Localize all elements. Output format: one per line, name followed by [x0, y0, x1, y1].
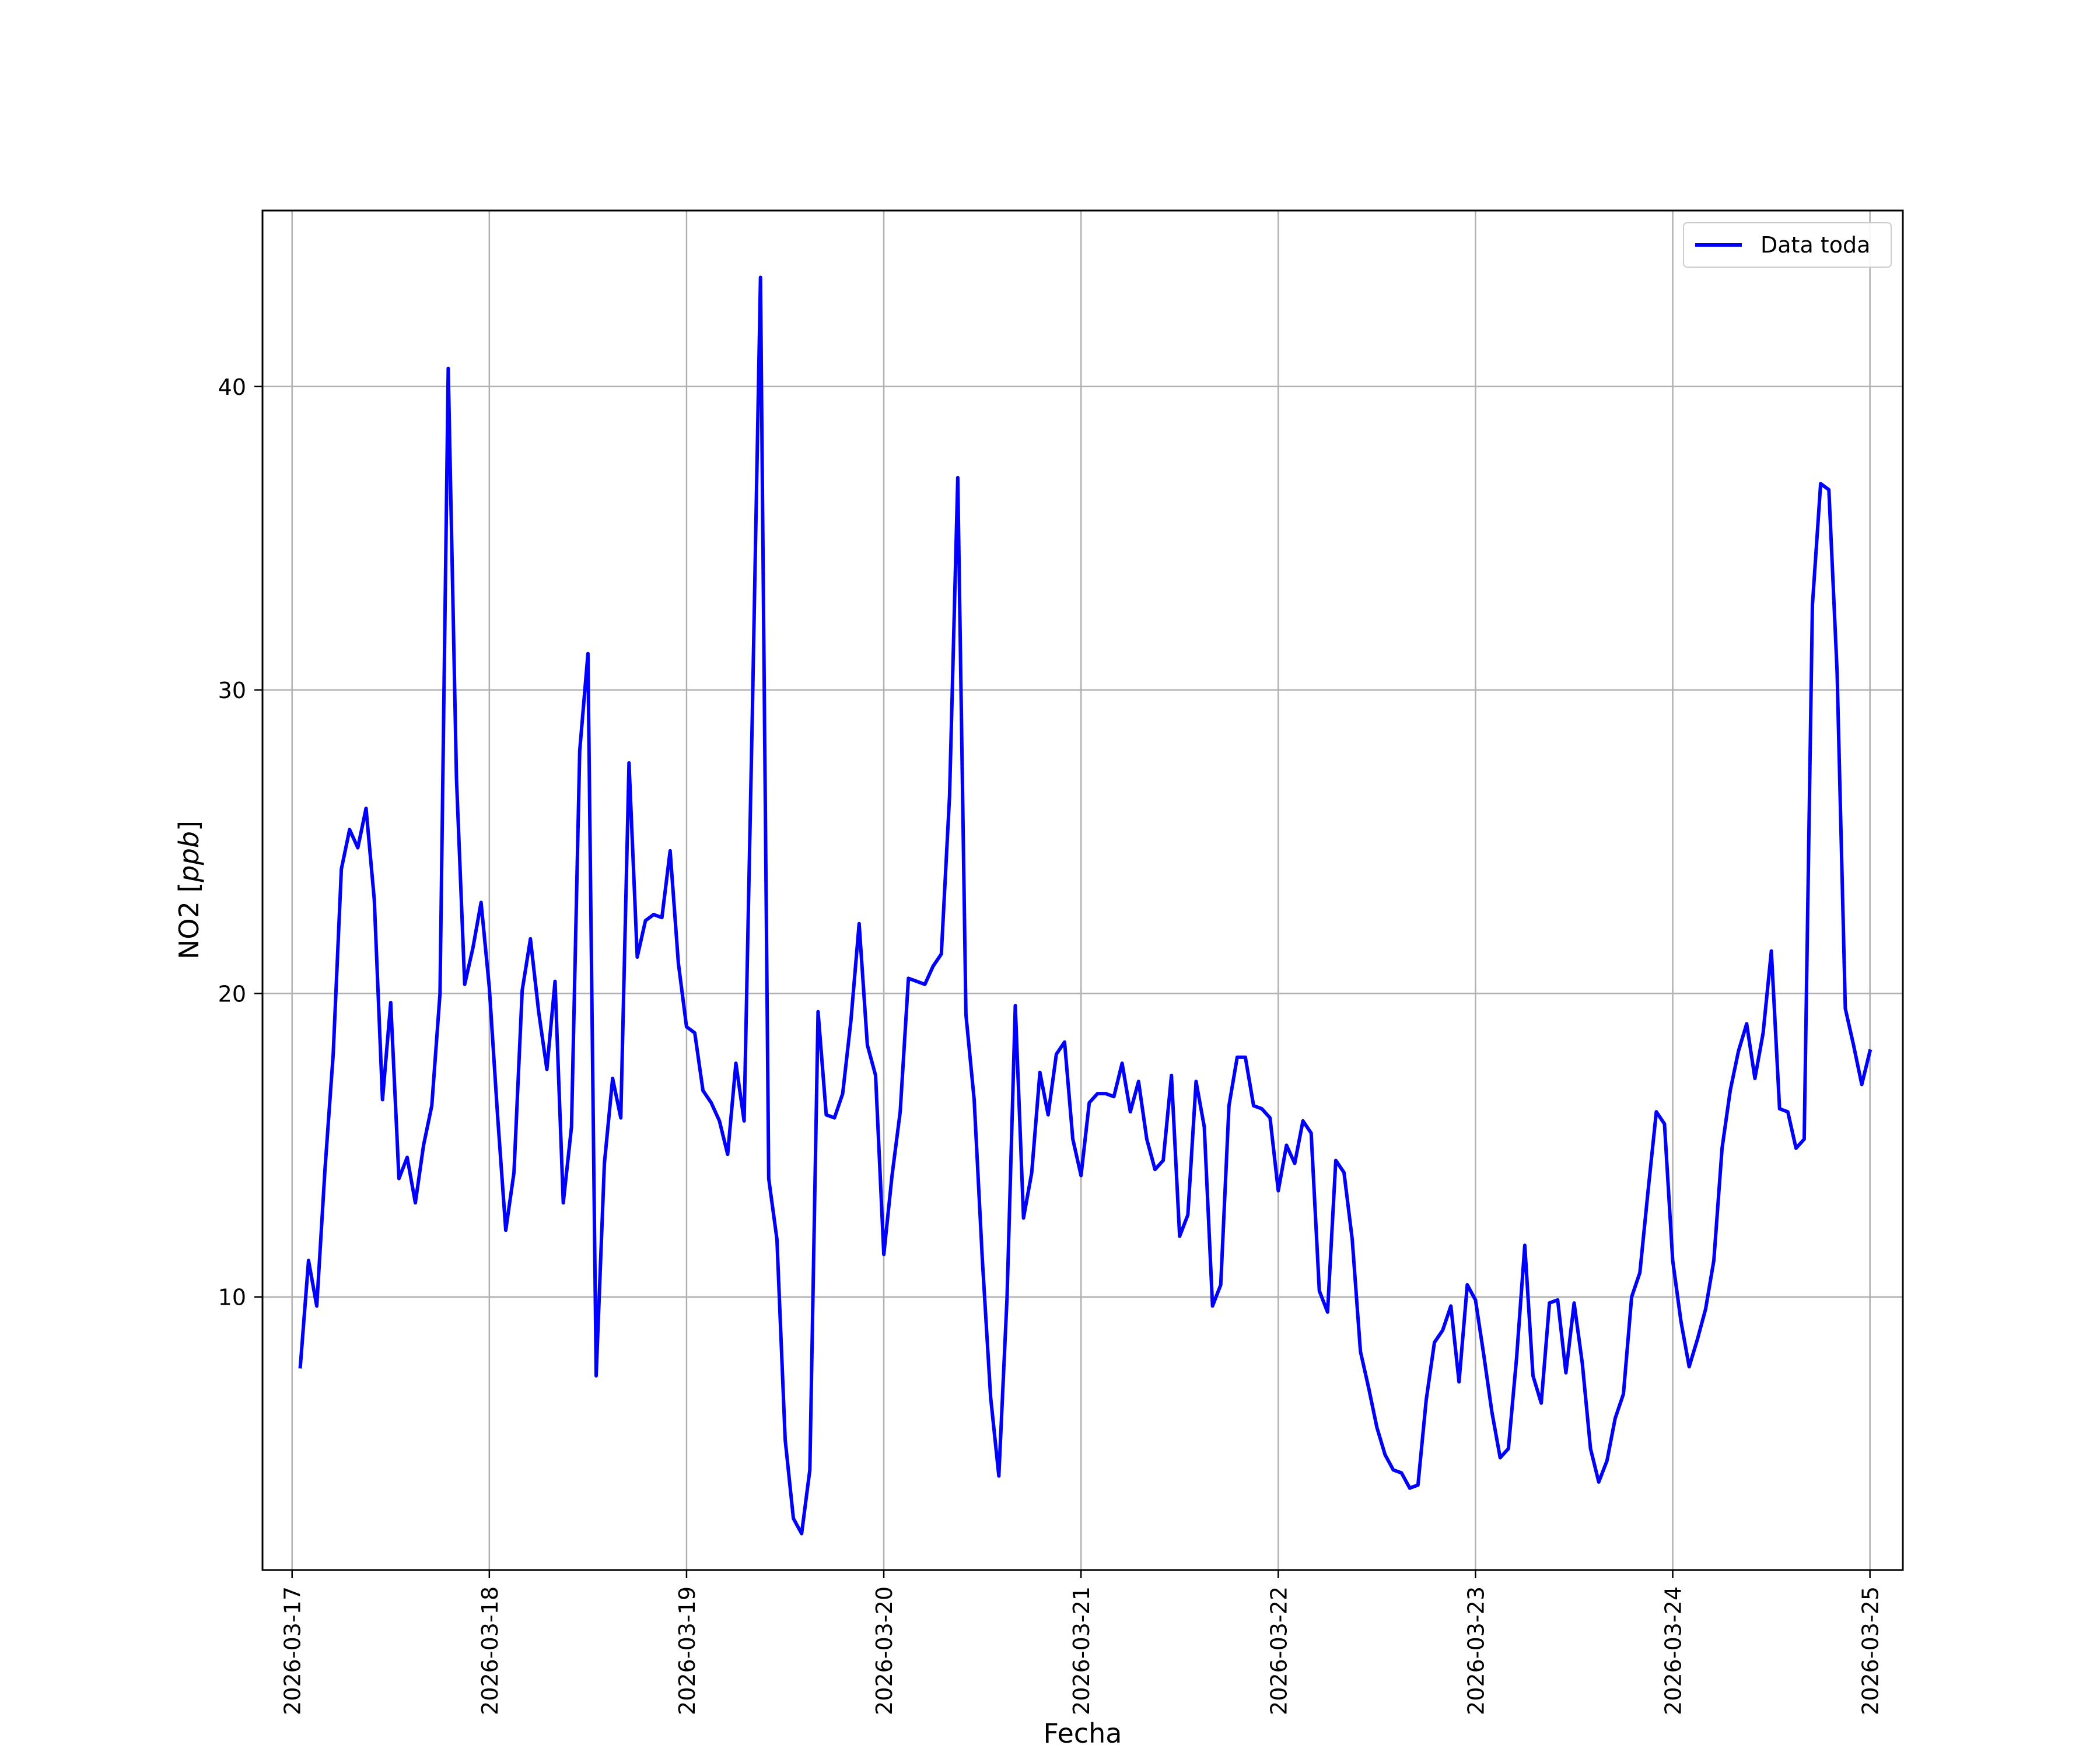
x-tick-label: 2026-03-19 [674, 1586, 700, 1715]
series-line-0 [298, 275, 1873, 1536]
x-tick-label: 2026-03-23 [1463, 1586, 1489, 1715]
y-axis-ticks: 10 20 30 40 [218, 374, 262, 1311]
x-axis-title: Fecha [1044, 1718, 1122, 1749]
x-axis-ticks: 2026-03-17 2026-03-18 2026-03-19 2026-03-20… [280, 1570, 1884, 1715]
x-tick-label: 2026-03-21 [1069, 1586, 1094, 1715]
y-tick-label: 40 [218, 374, 246, 400]
x-tick-label: 2026-03-24 [1661, 1586, 1686, 1715]
series-layer [298, 275, 1873, 1536]
legend: Data toda [1683, 222, 1892, 268]
y-axis-title-unit: ppb [173, 831, 205, 883]
x-tick-label: 2026-03-25 [1858, 1586, 1884, 1715]
legend-label: Data toda [1760, 232, 1870, 258]
y-tick-label: 30 [218, 678, 246, 703]
y-axis-title-close: ] [173, 821, 205, 831]
y-axis-title: NO2 [ppb] [173, 821, 205, 959]
x-tick-label: 2026-03-18 [477, 1586, 503, 1715]
x-tick-label: 2026-03-22 [1266, 1586, 1292, 1715]
legend-box [1683, 222, 1892, 268]
plot-area [262, 211, 1903, 1570]
x-tick-label: 2026-03-20 [872, 1586, 897, 1715]
x-tick-label: 2026-03-17 [280, 1586, 306, 1715]
y-axis-title-main: NO2 [ [173, 882, 205, 959]
y-tick-label: 20 [218, 981, 246, 1007]
grid-lines [262, 211, 1903, 1570]
y-tick-label: 10 [218, 1285, 246, 1311]
plot-frame [261, 209, 1904, 1571]
